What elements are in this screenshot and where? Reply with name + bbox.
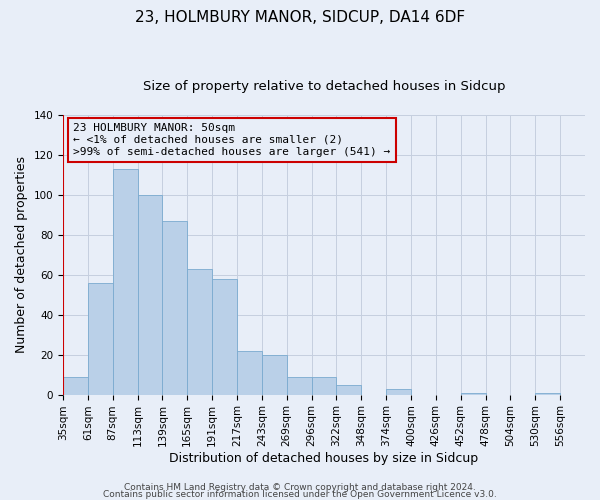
Bar [535,392,560,394]
Bar [337,384,361,394]
Bar [63,376,88,394]
Bar [187,269,212,394]
Text: 23, HOLMBURY MANOR, SIDCUP, DA14 6DF: 23, HOLMBURY MANOR, SIDCUP, DA14 6DF [135,10,465,25]
Text: 23 HOLMBURY MANOR: 50sqm
← <1% of detached houses are smaller (2)
>99% of semi-d: 23 HOLMBURY MANOR: 50sqm ← <1% of detach… [73,124,391,156]
Text: Contains public sector information licensed under the Open Government Licence v3: Contains public sector information licen… [103,490,497,499]
Text: Contains HM Land Registry data © Crown copyright and database right 2024.: Contains HM Land Registry data © Crown c… [124,484,476,492]
Title: Size of property relative to detached houses in Sidcup: Size of property relative to detached ho… [143,80,505,93]
Bar [461,392,485,394]
Bar [88,283,113,395]
Bar [163,221,187,394]
Bar [311,376,337,394]
Bar [237,350,262,395]
Bar [137,195,163,394]
Y-axis label: Number of detached properties: Number of detached properties [15,156,28,354]
Bar [386,388,411,394]
Bar [113,169,137,394]
Bar [262,354,287,395]
X-axis label: Distribution of detached houses by size in Sidcup: Distribution of detached houses by size … [169,452,479,465]
Bar [287,376,311,394]
Bar [212,279,237,394]
